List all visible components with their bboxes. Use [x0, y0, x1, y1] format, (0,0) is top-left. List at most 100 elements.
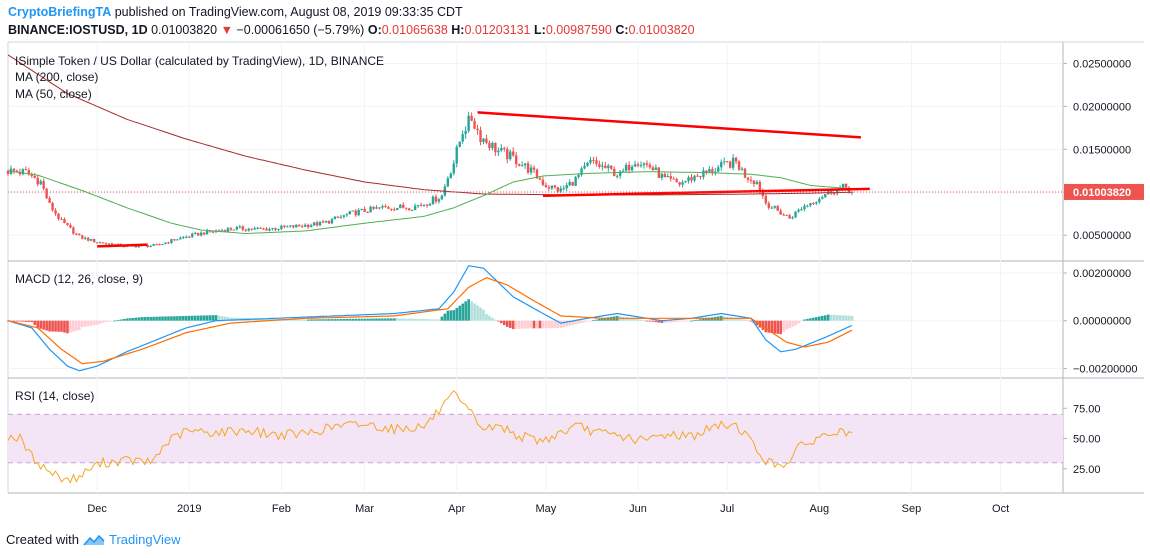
rsi-pane[interactable]: 75.00 50.00 25.00 RSI (14, close) — [7, 389, 1101, 484]
chart-canvas[interactable]: 0.025000000.020000000.015000000.01000000… — [0, 0, 1150, 530]
candle-body — [592, 159, 595, 161]
candle-body — [6, 170, 10, 174]
candle-body — [348, 211, 351, 215]
macd-histogram-bar — [396, 318, 399, 321]
macd-histogram-bar — [137, 317, 141, 321]
candle-body — [737, 161, 741, 170]
macd-histogram-bar — [446, 310, 450, 321]
macd-histogram-bar — [220, 316, 224, 321]
candle-body — [57, 213, 60, 219]
candle-body — [188, 236, 191, 238]
macd-histogram-bar — [24, 320, 28, 322]
macd-histogram-bar — [173, 316, 176, 321]
candle-body — [289, 225, 292, 227]
candle-body — [666, 175, 669, 178]
candle-body — [434, 196, 438, 202]
candle-body — [636, 164, 640, 166]
candle-body — [601, 165, 604, 167]
macd-histogram-bar — [265, 318, 268, 321]
ma200-line — [7, 54, 853, 196]
signal-line — [7, 277, 853, 365]
y-tick-label: 0.00000000 — [1073, 316, 1131, 328]
candle-body — [574, 176, 577, 186]
macd-histogram-bar — [681, 320, 684, 322]
macd-histogram-bar — [449, 310, 453, 321]
macd-histogram-bar — [580, 320, 583, 323]
candle-body — [122, 246, 126, 248]
candle-body — [375, 207, 378, 209]
candle-body — [410, 209, 414, 211]
macd-histogram-bar — [128, 318, 132, 321]
candle-body — [633, 164, 637, 167]
candle-body — [244, 229, 247, 231]
tradingview-brand[interactable]: TradingView — [108, 532, 181, 547]
symbol-label: BINANCE:IOSTUSD, 1D — [8, 23, 148, 37]
macd-histogram-bar — [214, 315, 218, 321]
candle-body — [238, 226, 242, 228]
candle-body — [595, 160, 598, 164]
candle-body — [104, 243, 108, 245]
macd-histogram-bar — [488, 315, 491, 321]
macd-histogram-bar — [812, 317, 815, 321]
macd-histogram-bar — [693, 320, 696, 322]
macd-histogram-bar — [485, 314, 488, 321]
candle-body — [167, 242, 170, 244]
candle-body — [413, 205, 417, 210]
candle-body — [467, 115, 470, 131]
candle-body — [253, 228, 256, 230]
macd-histogram-bar — [844, 315, 848, 321]
y-tick-label: 0.02000000 — [1073, 101, 1131, 113]
candle-body — [580, 168, 583, 175]
author-name[interactable]: CryptoBriefingTA — [8, 5, 112, 19]
macd-histogram-bar — [51, 320, 54, 332]
candle-body — [550, 185, 554, 189]
candle-body — [770, 207, 773, 209]
candle-body — [396, 208, 399, 211]
macd-histogram-bar — [179, 316, 182, 321]
macd-histogram-bar — [437, 319, 441, 321]
price-pane[interactable]: 0.025000000.020000000.015000000.01000000… — [6, 54, 1144, 249]
macd-pane[interactable]: 0.00200000 0.00000000 −0.00200000 MACD (12,… — [6, 265, 1138, 376]
macd-histogram-bar — [508, 320, 512, 328]
legend-entry: MA (200, close) — [15, 70, 98, 84]
macd-histogram-bar — [571, 320, 574, 326]
candle-body — [455, 146, 458, 164]
macd-histogram-bar — [375, 318, 378, 321]
y-tick-label: 0.01500000 — [1073, 144, 1131, 156]
macd-histogram-bar — [705, 318, 708, 321]
candle-body — [604, 165, 607, 169]
macd-histogram-bar — [785, 320, 788, 330]
candle-body — [544, 184, 548, 188]
candle-body — [491, 142, 494, 149]
macd-histogram-bar — [92, 320, 96, 326]
macd-histogram-bar — [815, 317, 818, 321]
candle-body — [164, 242, 167, 245]
current-price-label: 0.01003820 — [1073, 187, 1131, 199]
x-tick-label: Oct — [992, 503, 1009, 515]
last-price: 0.01003820 — [151, 23, 218, 37]
macd-histogram-bar — [455, 307, 459, 321]
macd-histogram-bar — [607, 317, 610, 321]
candle-body — [110, 243, 114, 246]
macd-histogram-bar — [589, 320, 592, 322]
macd-histogram-bar — [422, 319, 426, 321]
macd-histogram-bar — [75, 320, 78, 331]
low-label: L: — [534, 23, 546, 37]
candle-body — [399, 204, 402, 209]
macd-histogram-bar — [440, 316, 444, 321]
macd-histogram-bar — [202, 315, 206, 321]
candle-body — [645, 163, 649, 165]
macd-histogram-bar — [776, 320, 780, 334]
macd-histogram-bar — [107, 320, 111, 322]
time-axis[interactable]: Dec 2019 Feb Mar Apr May Jun Jul Aug Sep Oct — [87, 503, 1009, 515]
candle-body — [500, 147, 503, 151]
macd-histogram-bar — [199, 315, 203, 321]
x-tick-label: Feb — [272, 503, 291, 515]
candle-body — [357, 209, 360, 216]
macd-histogram-bar — [211, 315, 215, 321]
macd-histogram-bar — [410, 318, 414, 321]
x-tick-label: Sep — [902, 503, 922, 515]
candle-body — [306, 224, 310, 228]
candle-body — [526, 163, 530, 173]
candle-body — [101, 242, 105, 244]
